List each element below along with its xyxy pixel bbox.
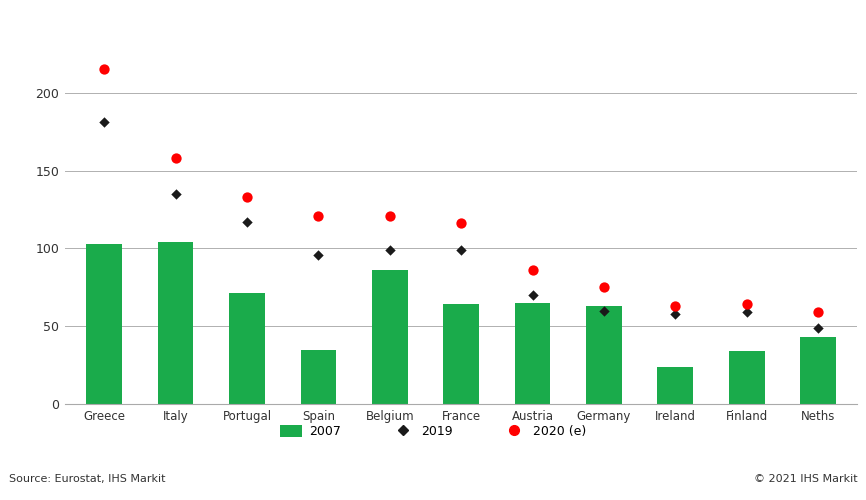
Point bbox=[526, 266, 540, 274]
Point bbox=[169, 190, 183, 198]
Point bbox=[669, 310, 682, 318]
Point bbox=[240, 218, 254, 226]
Text: Elevated general government debt to GDP ratios (%): Elevated general government debt to GDP … bbox=[9, 18, 488, 33]
Bar bbox=[158, 242, 193, 404]
Point bbox=[97, 66, 111, 74]
Text: © 2021 IHS Markit: © 2021 IHS Markit bbox=[753, 474, 857, 484]
Point bbox=[597, 306, 611, 314]
Bar bbox=[800, 337, 836, 404]
Bar bbox=[372, 270, 408, 404]
Point bbox=[454, 220, 468, 228]
Bar bbox=[229, 294, 265, 404]
Point bbox=[383, 246, 397, 254]
Point bbox=[526, 291, 540, 299]
Bar bbox=[514, 303, 551, 404]
Bar bbox=[301, 350, 336, 404]
Point bbox=[383, 212, 397, 220]
Point bbox=[240, 193, 254, 201]
Point bbox=[312, 250, 326, 258]
Text: Source: Eurostat, IHS Markit: Source: Eurostat, IHS Markit bbox=[9, 474, 165, 484]
Point bbox=[740, 308, 753, 316]
Point bbox=[169, 154, 183, 162]
Point bbox=[669, 302, 682, 310]
Point bbox=[597, 284, 611, 292]
Point bbox=[312, 212, 326, 220]
Point bbox=[811, 308, 825, 316]
Legend: 2007, 2019, 2020 (e): 2007, 2019, 2020 (e) bbox=[275, 420, 591, 443]
Point bbox=[740, 300, 753, 308]
Point bbox=[454, 246, 468, 254]
Bar bbox=[729, 351, 765, 404]
Bar bbox=[443, 304, 479, 404]
Bar bbox=[586, 306, 622, 404]
Point bbox=[97, 118, 111, 126]
Point bbox=[811, 324, 825, 332]
Bar bbox=[87, 244, 122, 404]
Bar bbox=[657, 366, 693, 404]
